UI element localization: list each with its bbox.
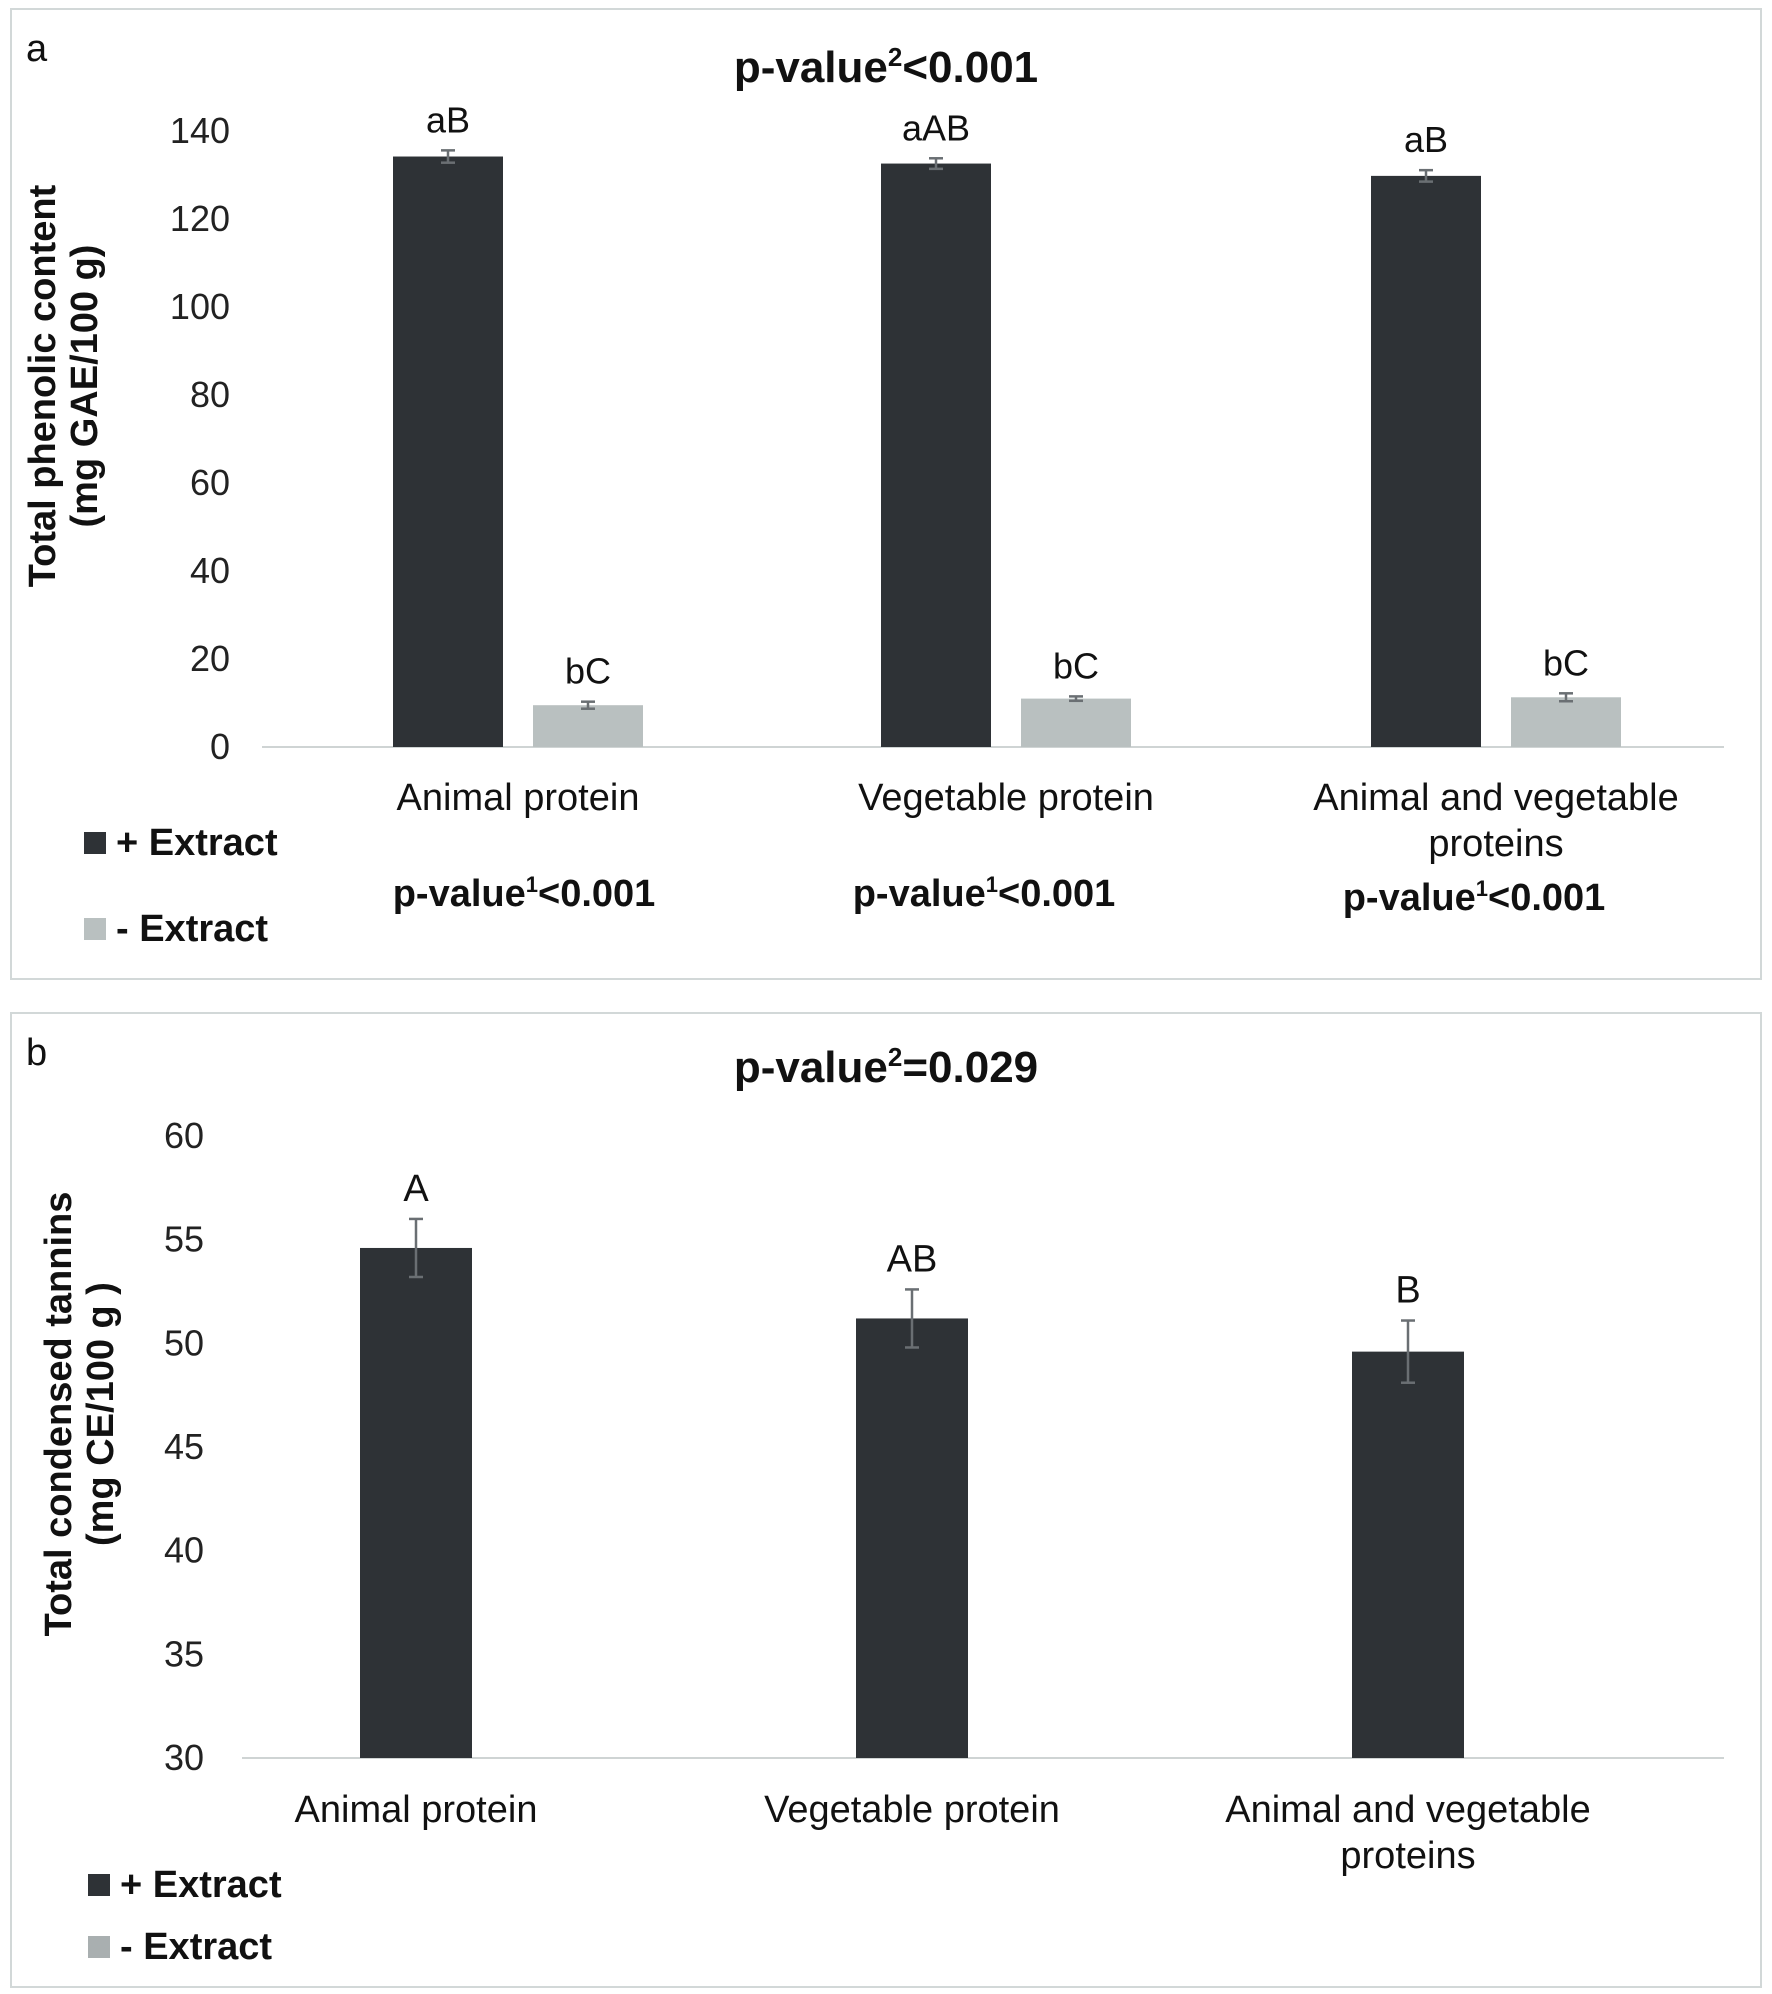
y-tick-label: 40 — [190, 550, 230, 591]
bar — [881, 163, 991, 747]
data-label: aB — [1404, 119, 1448, 160]
legend-label: + Extract — [120, 1863, 282, 1906]
chart-plot-area: 0 20 40 60 80 100 120 140 aB aAB aB bC bC bC Animal pr… — [170, 99, 1724, 865]
legend-label: + Extract — [116, 821, 278, 864]
pvalue-sup: 1 — [985, 872, 998, 897]
legend-item-plus-extract: + Extract — [88, 1864, 282, 1906]
chart-panel-b: b p-value2=0.029 Total condensed tannins… — [10, 1012, 1762, 1988]
x-category-label: Animal and vegetable — [1313, 777, 1678, 819]
x-category-label: proteins — [1428, 823, 1563, 865]
bar — [856, 1318, 968, 1758]
bar — [1352, 1351, 1464, 1758]
legend-label: - Extract — [116, 907, 269, 950]
x-category-label: proteins — [1340, 1835, 1475, 1877]
legend-swatch-minus — [84, 918, 106, 940]
y-tick-label: 35 — [164, 1633, 204, 1674]
legend-swatch-minus — [88, 1936, 110, 1958]
x-category-label: Animal protein — [397, 777, 640, 819]
group-pvalue: p-value1<0.001 — [1274, 876, 1674, 920]
legend-swatch-plus — [88, 1874, 110, 1896]
y-tick-label: 120 — [170, 198, 230, 239]
bar — [1371, 175, 1481, 747]
title-prefix: p-value — [733, 1043, 888, 1092]
group-pvalue: p-value1<0.001 — [784, 872, 1184, 916]
bar — [1511, 697, 1621, 747]
y-tick-label: 60 — [190, 462, 230, 503]
legend-label: - Extract — [120, 1925, 273, 1968]
y-tick-label: 100 — [170, 286, 230, 327]
data-label: bC — [1543, 642, 1589, 683]
chart-title: p-value2<0.001 — [12, 42, 1760, 93]
chart-panel-a: a p-value2<0.001 Total phenolic content … — [10, 8, 1762, 980]
data-label: bC — [565, 651, 611, 692]
bar — [393, 156, 503, 747]
data-label: AB — [887, 1238, 938, 1280]
data-label: A — [403, 1168, 429, 1210]
panel-label: a — [26, 28, 48, 70]
y-tick-label: 20 — [190, 638, 230, 679]
panel-label: b — [26, 1032, 48, 1074]
chart-title: p-value2=0.029 — [12, 1042, 1760, 1093]
x-category-label: Vegetable protein — [764, 1789, 1060, 1831]
bar — [1021, 698, 1131, 747]
title-superscript: 2 — [887, 42, 903, 72]
x-category-label: Animal protein — [295, 1789, 538, 1831]
legend: + Extract - Extract — [88, 1864, 282, 1968]
y-tick-label: 140 — [170, 110, 230, 151]
bar — [360, 1247, 472, 1758]
bar — [533, 705, 643, 747]
pvalue-sup: 1 — [1475, 876, 1488, 901]
title-superscript: 2 — [887, 1042, 903, 1072]
legend-item-minus-extract: - Extract — [84, 908, 278, 950]
y-tick-label: 30 — [164, 1737, 204, 1778]
data-label: aB — [426, 99, 470, 140]
title-suffix: <0.001 — [902, 43, 1039, 92]
chart-plot-area: 30 35 40 45 50 55 60 A AB B Animal protein Vegetabl… — [164, 1115, 1724, 1877]
data-label: bC — [1053, 645, 1099, 686]
data-label: aAB — [902, 107, 970, 148]
title-suffix: =0.029 — [902, 1043, 1039, 1092]
legend-item-minus-extract: - Extract — [88, 1926, 282, 1968]
pvalue-sup: 1 — [525, 872, 538, 897]
y-tick-label: 60 — [164, 1115, 204, 1156]
pvalue-prefix: p-value — [852, 873, 986, 915]
y-tick-label: 45 — [164, 1426, 204, 1467]
y-tick-label: 0 — [210, 726, 230, 767]
y-tick-label: 40 — [164, 1530, 204, 1571]
legend-swatch-plus — [84, 832, 106, 854]
pvalue-suffix: <0.001 — [1488, 877, 1606, 919]
pvalue-suffix: <0.001 — [998, 873, 1116, 915]
pvalue-prefix: p-value — [1342, 877, 1476, 919]
x-category-label: Vegetable protein — [858, 777, 1154, 819]
legend-item-plus-extract: + Extract — [84, 822, 278, 864]
x-category-label: Animal and vegetable — [1225, 1789, 1590, 1831]
y-tick-label: 80 — [190, 374, 230, 415]
title-prefix: p-value — [733, 43, 888, 92]
y-tick-label: 55 — [164, 1219, 204, 1260]
legend: + Extract - Extract — [84, 822, 278, 950]
y-tick-label: 50 — [164, 1322, 204, 1363]
pvalue-suffix: <0.001 — [538, 873, 656, 915]
pvalue-prefix: p-value — [392, 873, 526, 915]
group-pvalue: p-value1<0.001 — [324, 872, 724, 916]
data-label: B — [1395, 1270, 1420, 1312]
